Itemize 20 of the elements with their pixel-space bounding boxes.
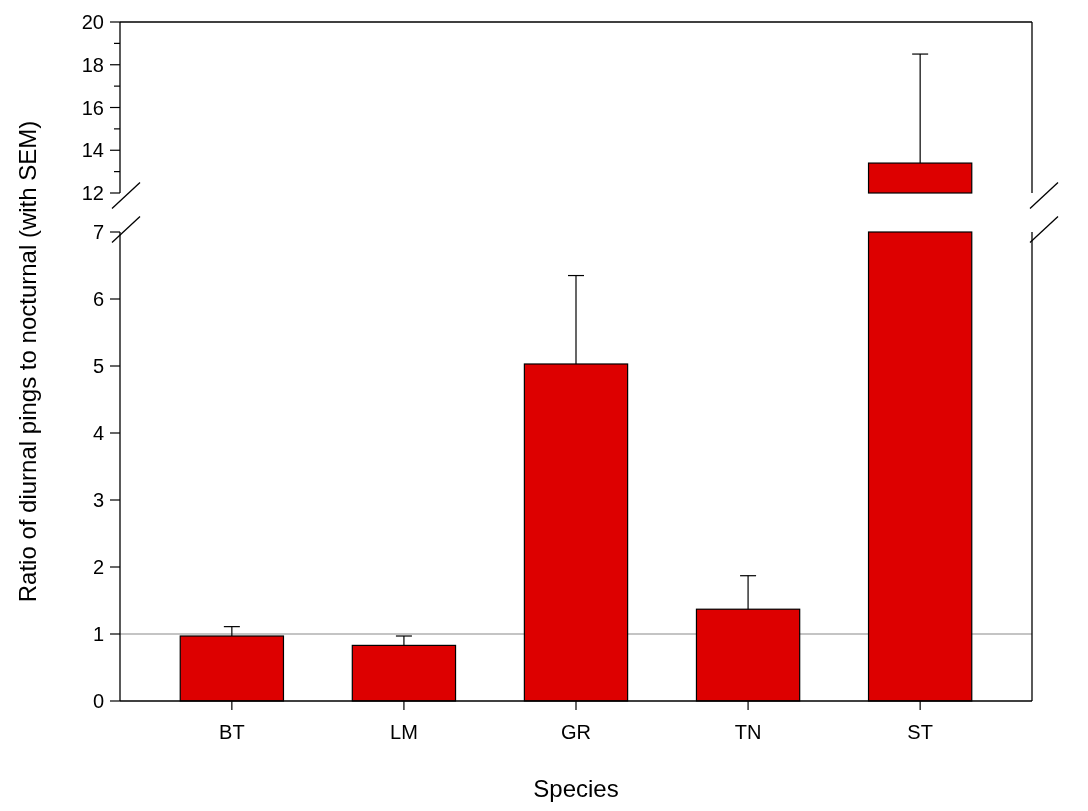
x-tick-label: LM bbox=[390, 721, 418, 743]
x-tick-label: TN bbox=[734, 721, 762, 743]
y-tick-label: 5 bbox=[92, 355, 104, 377]
y-tick-label: 1 bbox=[92, 623, 104, 645]
y-tick-label: 4 bbox=[92, 422, 104, 444]
y-tick-label: 0 bbox=[92, 690, 104, 712]
y-tick-label: 7 bbox=[92, 221, 104, 243]
x-tick-label: BT bbox=[219, 721, 245, 743]
x-tick-label: ST bbox=[907, 721, 933, 743]
y-tick-label: 6 bbox=[92, 288, 104, 310]
y-tick-label: 2 bbox=[92, 556, 104, 578]
x-axis-title: Species bbox=[533, 775, 619, 802]
y-tick-label: 14 bbox=[81, 139, 104, 162]
y-tick-label: 16 bbox=[81, 96, 104, 119]
y-tick-label: 18 bbox=[81, 53, 104, 76]
y-tick-label: 12 bbox=[81, 182, 104, 204]
y-tick-label: 20 bbox=[81, 11, 104, 33]
x-tick-label: GR bbox=[561, 721, 591, 743]
y-tick-label: 3 bbox=[92, 489, 104, 511]
y-axis-title: Ratio of diurnal pings to nocturnal (with SEM) bbox=[14, 120, 41, 603]
